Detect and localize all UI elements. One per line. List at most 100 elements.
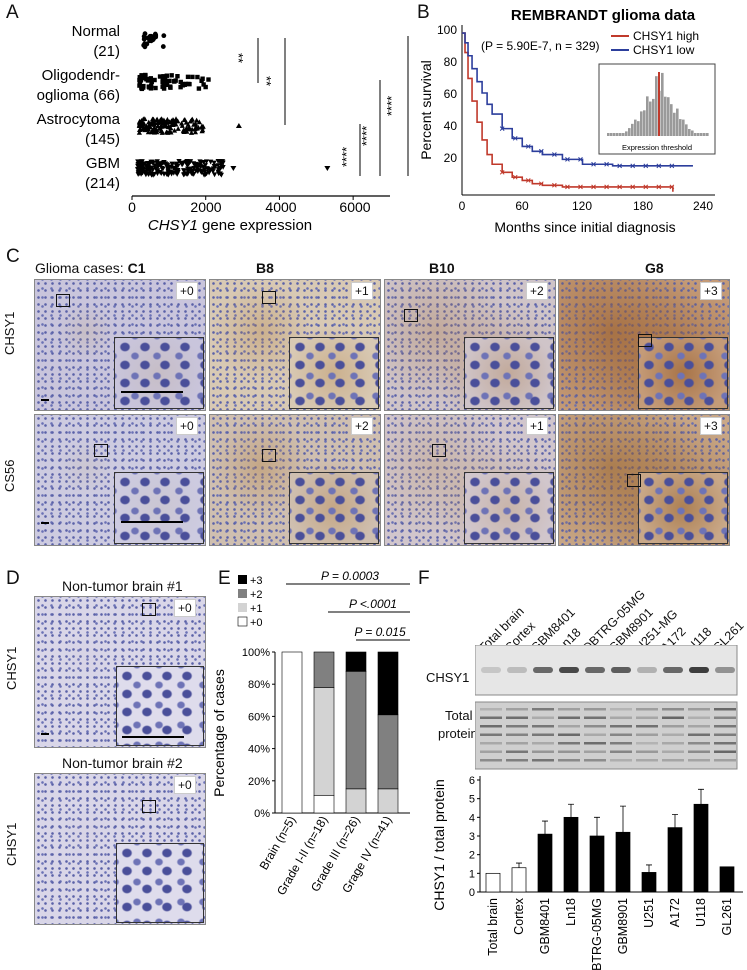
magnified-inset xyxy=(464,337,554,409)
data-point xyxy=(169,161,175,167)
data-point xyxy=(187,159,193,165)
data-point xyxy=(161,74,166,79)
y-tick-label: 3 xyxy=(469,831,475,843)
data-point xyxy=(141,75,147,81)
x-axis-label: CHSY1 gene expression xyxy=(148,217,312,234)
blot-label-protein: protein xyxy=(438,726,478,741)
chsy1-band xyxy=(533,667,553,673)
y-tick-label: 1 xyxy=(469,868,475,880)
chsy1-band xyxy=(559,667,579,673)
ytick: 40 xyxy=(444,119,458,133)
censor-mark xyxy=(512,174,518,180)
case-b8: B8 xyxy=(256,260,274,276)
sig-label-4: **** xyxy=(359,126,374,146)
d-row-label-2: CHSY1 xyxy=(4,822,19,866)
roi-box xyxy=(627,474,641,487)
histogram-bar xyxy=(625,131,628,136)
data-point xyxy=(136,127,143,133)
x-tick-label: Ln18 xyxy=(564,898,578,926)
histogram-bar xyxy=(607,133,610,136)
dotplot-points xyxy=(134,31,331,178)
data-point xyxy=(171,127,178,133)
data-point xyxy=(138,159,144,165)
data-point xyxy=(164,82,170,88)
censor-mark xyxy=(617,163,623,169)
histogram-bar xyxy=(661,72,664,136)
error-bar xyxy=(594,816,600,836)
data-point xyxy=(218,172,224,178)
ytick: 20 xyxy=(444,151,458,165)
data-point xyxy=(157,74,163,79)
data-point xyxy=(163,129,170,135)
histogram-bar xyxy=(697,133,700,136)
bar-segment xyxy=(377,788,399,814)
data-point xyxy=(175,167,181,173)
censor-mark xyxy=(525,144,531,149)
scale-bar-inset xyxy=(121,391,183,393)
y-tick-label: 6 xyxy=(469,775,475,787)
magnified-inset xyxy=(464,472,554,544)
data-point xyxy=(216,171,222,177)
data-point xyxy=(137,169,144,175)
data-point xyxy=(142,41,148,47)
data-point xyxy=(201,167,207,173)
data-point xyxy=(146,76,152,82)
censor-mark xyxy=(499,126,505,131)
bar xyxy=(719,866,735,893)
panel-c-letter: C xyxy=(6,246,20,267)
data-point xyxy=(171,170,177,176)
pval-1: P = 0.0003 xyxy=(321,569,379,583)
x-tick-labels: Brain (n=5)Grade I-II (n=18)Grade III (n… xyxy=(257,814,395,898)
data-point xyxy=(186,81,191,87)
histogram-bar xyxy=(631,123,634,136)
data-point xyxy=(135,172,141,177)
histogram-bar xyxy=(682,119,685,136)
histogram-bar xyxy=(673,112,676,136)
data-point xyxy=(175,74,180,79)
y-tick-label: 0% xyxy=(254,808,270,820)
data-point xyxy=(186,124,192,130)
roi-box xyxy=(638,334,652,347)
d-title-1: Non-tumor brain #1 xyxy=(62,578,183,594)
data-point xyxy=(140,85,146,90)
ihc-score: +0 xyxy=(174,599,196,617)
x-ticks xyxy=(131,196,354,200)
magnified-inset xyxy=(116,666,204,746)
data-point xyxy=(156,162,162,168)
group-label-oligo-2: oglioma (66) xyxy=(37,87,120,104)
sig-label-2: ** xyxy=(259,76,274,86)
data-point xyxy=(160,78,165,83)
histogram-bar xyxy=(649,101,652,136)
data-point xyxy=(183,119,189,125)
data-point xyxy=(146,119,152,125)
survival-curves xyxy=(462,32,693,192)
stat-text: (P = 5.90E-7, n = 329) xyxy=(481,39,600,53)
scale-bar-inset xyxy=(122,736,184,738)
error-bar xyxy=(620,805,626,833)
bar xyxy=(537,833,553,893)
y-tick-label: 5 xyxy=(469,794,475,806)
western-blots xyxy=(475,645,738,770)
group-n-astro: (145) xyxy=(85,131,120,148)
magnified-inset xyxy=(289,472,379,544)
y-tick-label: 60% xyxy=(248,711,270,723)
bar-segment xyxy=(345,671,367,790)
data-point xyxy=(145,35,151,41)
data-point xyxy=(178,84,183,90)
data-point xyxy=(147,161,153,166)
ytick: 100 xyxy=(437,23,457,37)
d-title-2: Non-tumor brain #2 xyxy=(62,755,183,771)
y-axis-label: CHSY1 / total protein xyxy=(431,779,447,911)
data-point xyxy=(196,86,202,91)
bar xyxy=(563,816,579,893)
data-point xyxy=(145,129,151,135)
histogram-bar xyxy=(679,119,682,136)
x-tick-label: Cortex xyxy=(512,897,526,935)
xtick-4000: 4000 xyxy=(265,199,296,215)
bar xyxy=(641,872,657,893)
censor-mark xyxy=(617,184,623,190)
pval-2: P <.0001 xyxy=(349,597,397,611)
data-point xyxy=(135,163,141,169)
data-point xyxy=(203,159,210,165)
histogram-bar xyxy=(616,133,619,136)
